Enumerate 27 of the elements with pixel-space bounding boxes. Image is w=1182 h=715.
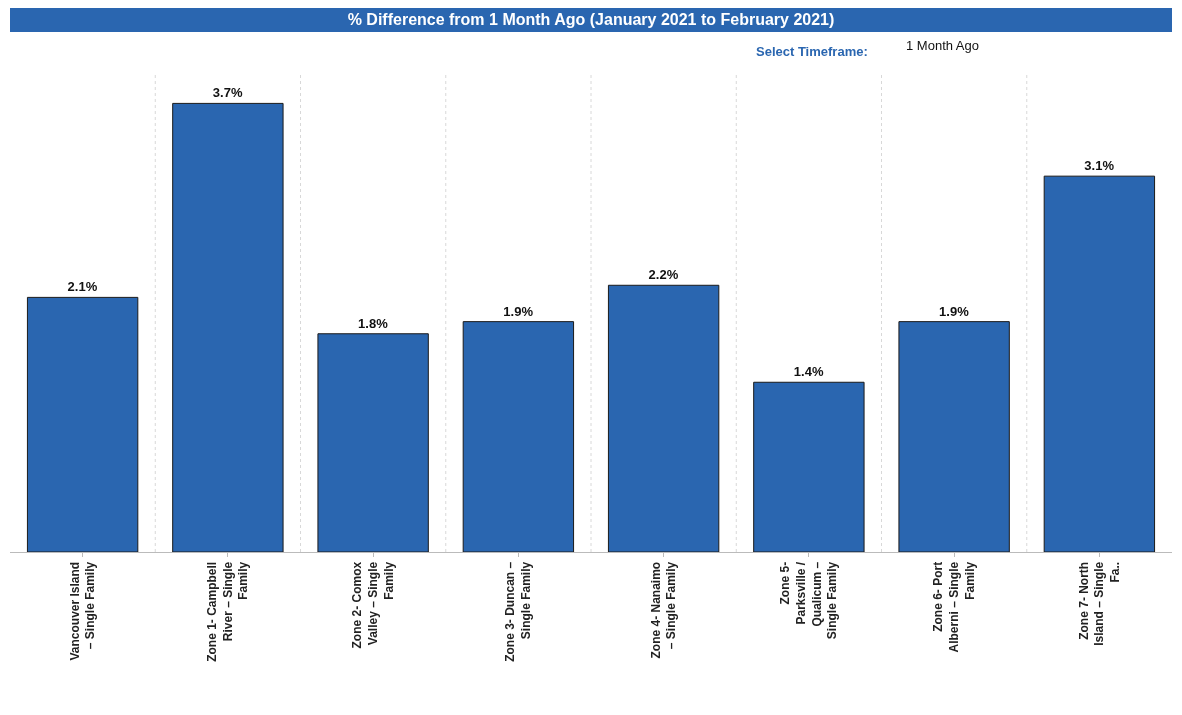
x-tick-label: Zone 2- Comox Valley – Single Family	[350, 561, 396, 649]
data-label: 2.2%	[648, 267, 679, 283]
chart-title: % Difference from 1 Month Ago (January 2021 to February 2021)	[10, 8, 1172, 32]
data-label: 1.4%	[793, 364, 824, 380]
data-label: 3.7%	[212, 85, 243, 101]
x-tick-label: Zone 7- North Island – Single Fa..	[1076, 561, 1122, 646]
x-tick-label: Zone 6- Port Alberni – Single Family	[931, 561, 977, 653]
text: 1 Month Ago	[906, 38, 979, 53]
x-tick-label: Zone 3- Duncan – Single Family	[503, 561, 534, 662]
bar	[462, 321, 575, 552]
x-tick-label: Zone 4- Nanaimo – Single Family	[648, 561, 679, 659]
x-tick-label: Vancouver Island – Single Family	[67, 561, 98, 661]
data-label: 1.9%	[939, 303, 970, 319]
bar	[607, 284, 720, 552]
bar	[898, 321, 1010, 552]
bar	[26, 296, 139, 552]
x-tick-label: Zone 5- Parksville / Qualicum – Single Family	[778, 561, 840, 640]
data-label: 3.1%	[1084, 158, 1115, 174]
x-tick-label: Zone 1- Campbell River – Single Family	[205, 561, 251, 662]
bar	[172, 102, 284, 552]
bar	[1043, 175, 1156, 552]
bar	[317, 333, 429, 552]
data-label: 2.1%	[67, 279, 98, 295]
data-label: 1.8%	[358, 315, 389, 331]
bar	[753, 381, 865, 552]
text: Select Timeframe:	[756, 44, 868, 59]
data-label: 1.9%	[503, 303, 534, 319]
